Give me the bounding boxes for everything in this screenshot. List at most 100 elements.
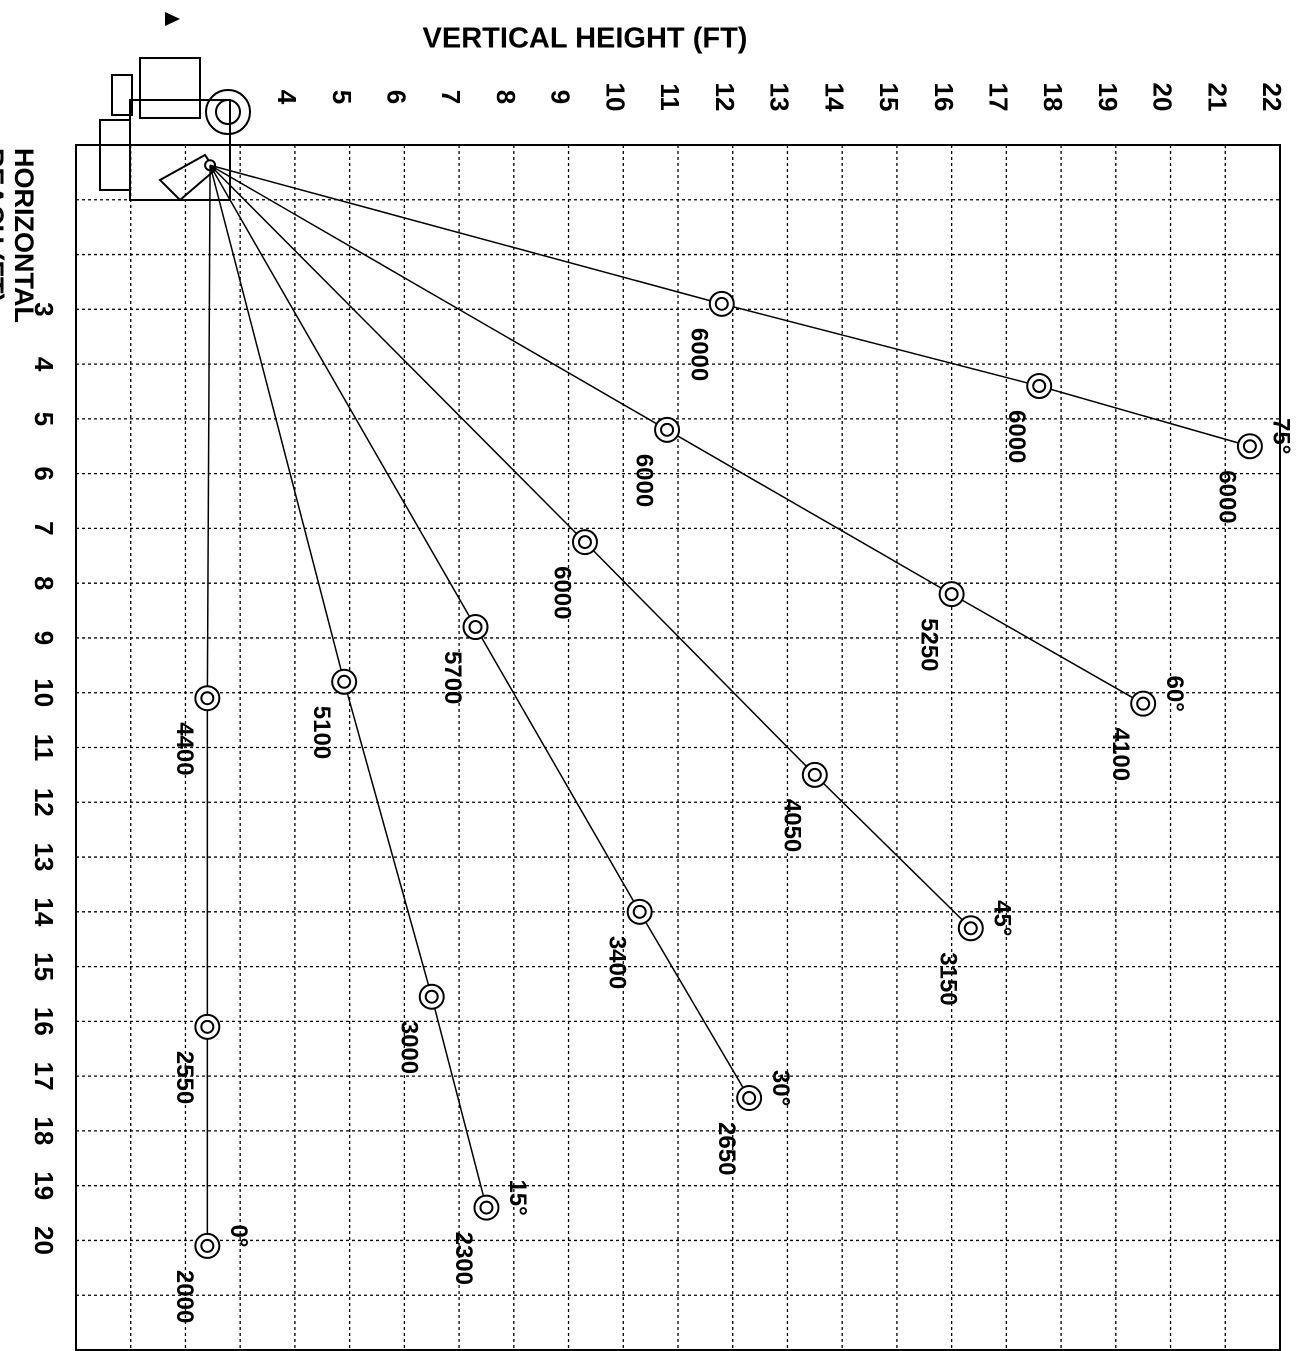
- x-tick-label: 15: [874, 83, 904, 112]
- y-tick-label: 8: [29, 576, 59, 590]
- load-point-inner: [200, 1019, 215, 1034]
- boom-segment: [209, 165, 345, 682]
- y-axis-title-line: REACH (FT): [0, 148, 9, 302]
- boom-segment: [209, 164, 586, 543]
- load-point: [957, 915, 984, 942]
- load-point-inner: [660, 422, 675, 437]
- y-tick-label: 13: [29, 843, 59, 872]
- x-tick-label: 14: [819, 83, 849, 112]
- capacity-label: 6000: [1214, 470, 1241, 523]
- x-tick-label: 5: [327, 90, 357, 104]
- capacity-label: 6000: [549, 566, 576, 619]
- load-point: [801, 761, 828, 788]
- boom-segment: [209, 164, 477, 628]
- chart-title: VERTICAL HEIGHT (FT): [423, 23, 748, 55]
- load-point: [571, 529, 598, 556]
- angle-label: 60°: [1161, 676, 1188, 712]
- x-tick-label: 7: [436, 90, 466, 104]
- capacity-label: 4100: [1107, 728, 1134, 781]
- x-tick-label: 21: [1202, 83, 1232, 112]
- y-tick-label: 14: [29, 897, 59, 926]
- x-tick-label: 18: [1038, 83, 1068, 112]
- load-point: [194, 685, 221, 712]
- load-point: [708, 290, 735, 317]
- y-tick-label: 6: [29, 466, 59, 480]
- y-tick-label: 17: [29, 1062, 59, 1091]
- marker-arrow: [165, 12, 180, 26]
- angle-label: 30°: [767, 1070, 794, 1106]
- y-axis-title: HORIZONTAL REACH (FT): [0, 148, 39, 323]
- series-line: [343, 681, 488, 1208]
- x-tick-label: 16: [929, 83, 959, 112]
- y-tick-label: 20: [29, 1226, 59, 1255]
- y-tick-label: 18: [29, 1116, 59, 1145]
- load-point: [194, 1013, 221, 1040]
- load-point-inner: [944, 587, 959, 602]
- load-point: [462, 614, 489, 640]
- x-tick-label: 10: [600, 83, 630, 112]
- load-point: [736, 1085, 763, 1112]
- capacity-label: 5700: [439, 651, 466, 704]
- load-point: [473, 1194, 500, 1221]
- capacity-label: 5250: [915, 618, 942, 671]
- load-point-inner: [1136, 696, 1151, 711]
- load-point-inner: [742, 1091, 757, 1106]
- x-tick-label: 17: [983, 83, 1013, 112]
- angle-label: 75°: [1268, 418, 1295, 454]
- capacity-label: 6000: [1003, 410, 1030, 463]
- load-point-inner: [479, 1200, 494, 1215]
- capacity-label: 4050: [778, 799, 805, 852]
- x-tick-label: 13: [765, 83, 795, 112]
- load-point-inner: [424, 989, 439, 1004]
- boom-segment: [209, 164, 668, 431]
- load-point-inner: [337, 674, 352, 689]
- y-tick-label: 3: [29, 302, 59, 316]
- load-point: [654, 416, 681, 443]
- y-tick-label: 4: [29, 357, 59, 372]
- series-line: [666, 429, 1144, 705]
- load-point: [938, 581, 965, 608]
- load-point: [331, 668, 358, 695]
- y-tick-label: 12: [29, 788, 59, 817]
- y-axis-title-line: HORIZONTAL: [9, 148, 39, 323]
- x-tick-label: 11: [655, 83, 685, 111]
- y-tick-label: 5: [29, 412, 59, 426]
- load-point: [194, 1232, 221, 1259]
- y-tick-label: 10: [29, 678, 59, 707]
- load-point-inner: [963, 921, 978, 936]
- y-tick-label: 15: [29, 952, 59, 981]
- load-point-inner: [468, 620, 483, 634]
- machine-icon: [99, 57, 251, 202]
- load-point: [1026, 373, 1053, 399]
- series-line: [584, 541, 972, 929]
- capacity-label: 3150: [934, 952, 961, 1005]
- x-tick-label: 6: [381, 90, 411, 104]
- x-tick-label: 22: [1257, 83, 1287, 112]
- load-point-inner: [200, 691, 215, 706]
- plot-frame: [75, 144, 1281, 1351]
- capacity-label: 4400: [171, 722, 198, 775]
- x-tick-label: 19: [1093, 83, 1123, 112]
- y-tick-label: 7: [29, 521, 59, 535]
- load-point: [1236, 433, 1263, 460]
- load-point: [418, 983, 445, 1010]
- capacity-label: 3400: [603, 936, 630, 989]
- y-tick-label: 9: [29, 631, 59, 645]
- angle-label: 15°: [504, 1179, 531, 1215]
- x-tick-label: 20: [1148, 83, 1178, 112]
- capacity-label: 3000: [395, 1021, 422, 1074]
- boom-segment: [209, 164, 722, 305]
- load-point-inner: [1032, 379, 1047, 393]
- y-tick-label: 11: [29, 734, 59, 762]
- load-point: [626, 898, 653, 925]
- capacity-label: 6000: [631, 454, 658, 507]
- capacity-label: 2550: [171, 1051, 198, 1104]
- load-point-inner: [1242, 439, 1257, 454]
- x-tick-label: 12: [710, 83, 740, 112]
- angle-label: 45°: [988, 900, 1015, 936]
- boom-segment: [206, 165, 211, 699]
- capacity-label: 2000: [171, 1270, 198, 1323]
- y-tick-label: 19: [29, 1171, 59, 1200]
- y-tick-label: 16: [29, 1007, 59, 1036]
